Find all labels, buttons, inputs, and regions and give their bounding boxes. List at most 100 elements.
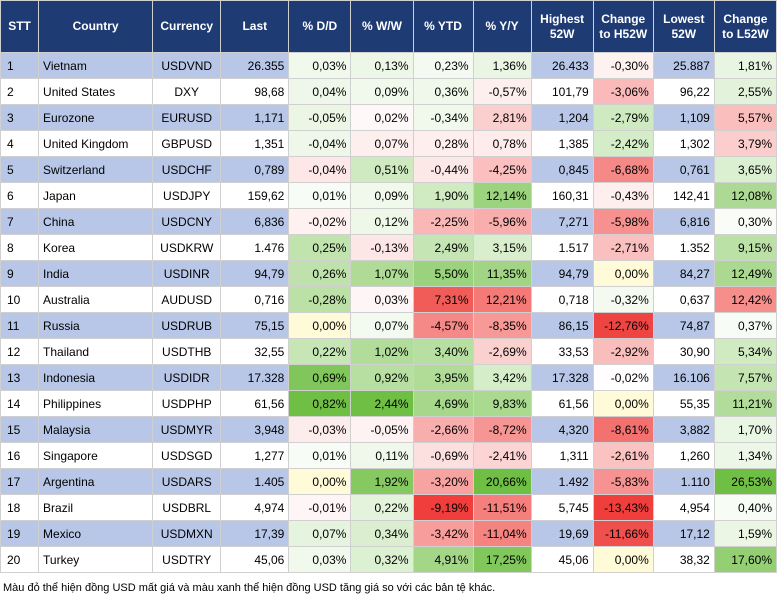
table-cell: 12,49% (713, 260, 777, 287)
table-cell: 1.110 (652, 468, 715, 495)
table-cell: 17,39 (220, 520, 290, 547)
table-cell: -0,69% (412, 442, 474, 469)
country-cell: Russia (38, 312, 154, 339)
table-cell: 0,23% (412, 52, 474, 79)
country-cell: Switzerland (38, 156, 154, 183)
column-header: % Y/Y (472, 0, 532, 53)
table-cell: -0,43% (592, 182, 654, 209)
table-cell: 0,00% (592, 390, 654, 417)
table-cell: 33,53 (530, 338, 594, 365)
table-cell: 3,65% (713, 156, 777, 183)
table-cell: -2,42% (592, 130, 654, 157)
country-cell: Philippines (38, 390, 154, 417)
table-cell: 0,25% (288, 234, 352, 261)
table-cell: 55,35 (652, 390, 715, 417)
table-cell: 26.355 (220, 52, 290, 79)
country-cell: Brazil (38, 494, 154, 521)
column-header: Currency (152, 0, 222, 53)
table-row: 5 Switzerland USDCHF 0,789 -0,04% 0,51% -0,44%… (0, 156, 777, 183)
currency-cell: DXY (152, 78, 222, 105)
column-header: % W/W (350, 0, 414, 53)
table-cell: 3,40% (412, 338, 474, 365)
column-header: Country (38, 0, 154, 53)
table-cell: 3 (0, 104, 40, 131)
footnote: Màu đỏ thể hiện đồng USD mất giá và màu … (3, 582, 496, 594)
table-cell: 0,03% (288, 546, 352, 573)
table-cell: -2,92% (592, 338, 654, 365)
table-row: 18 Brazil USDBRL 4,974 -0,01% 0,22% -9,19% -11,… (0, 494, 777, 521)
country-cell: Mexico (38, 520, 154, 547)
table-cell: 2 (0, 78, 40, 105)
table-cell: 1,34% (713, 442, 777, 469)
table-cell: 0,00% (592, 546, 654, 573)
table-cell: -2,66% (412, 416, 474, 443)
table-cell: 12,42% (713, 286, 777, 313)
table-cell: 0,22% (288, 338, 352, 365)
table-cell: 3,15% (472, 234, 532, 261)
table-cell: 74,87 (652, 312, 715, 339)
currency-cell: USDIDR (152, 364, 222, 391)
table-cell: 7,57% (713, 364, 777, 391)
table-cell: 17.328 (530, 364, 594, 391)
country-cell: Turkey (38, 546, 154, 573)
table-row: 9 India USDINR 94,79 0,26% 1,07% 5,50% 11,35% 94… (0, 260, 777, 287)
table-cell: 1,70% (713, 416, 777, 443)
table-cell: 1.405 (220, 468, 290, 495)
table-cell: 11 (0, 312, 40, 339)
table-cell: -12,76% (592, 312, 654, 339)
currency-cell: USDTRY (152, 546, 222, 573)
table-cell: 1,07% (350, 260, 414, 287)
table-cell: 45,06 (220, 546, 290, 573)
table-cell: -13,43% (592, 494, 654, 521)
country-cell: United States (38, 78, 154, 105)
table-cell: 1,92% (350, 468, 414, 495)
table-row: 7 China USDCNY 6,836 -0,02% 0,12% -2,25% -5,96%… (0, 208, 777, 235)
table-cell: 3,882 (652, 416, 715, 443)
table-cell: -8,72% (472, 416, 532, 443)
table-cell: 0,32% (350, 546, 414, 573)
table-cell: -2,79% (592, 104, 654, 131)
table-cell: 3,42% (472, 364, 532, 391)
country-cell: Malaysia (38, 416, 154, 443)
table-cell: 0,637 (652, 286, 715, 313)
table-cell: 160,31 (530, 182, 594, 209)
table-cell: 0,26% (288, 260, 352, 287)
table-cell: 5,50% (412, 260, 474, 287)
table-cell: 0,01% (288, 442, 352, 469)
table-cell: 5,34% (713, 338, 777, 365)
table-cell: 1,302 (652, 130, 715, 157)
country-cell: Australia (38, 286, 154, 313)
table-cell: 1,277 (220, 442, 290, 469)
country-cell: Thailand (38, 338, 154, 365)
table-cell: -0,02% (288, 208, 352, 235)
currency-cell: USDINR (152, 260, 222, 287)
column-header: STT (0, 0, 40, 53)
table-cell: 1,81% (713, 52, 777, 79)
table-cell: -6,68% (592, 156, 654, 183)
table-row: 8 Korea USDKRW 1.476 0,25% -0,13% 2,49% 3,15% 1.… (0, 234, 777, 261)
table-row: 20 Turkey USDTRY 45,06 0,03% 0,32% 4,91% 17,25%… (0, 546, 777, 573)
table-cell: 1,02% (350, 338, 414, 365)
table-cell: 0,01% (288, 182, 352, 209)
table-cell: 0,07% (350, 130, 414, 157)
table-cell: 0,00% (288, 468, 352, 495)
table-cell: 3,95% (412, 364, 474, 391)
table-row: 16 Singapore USDSGD 1,277 0,01% 0,11% -0,69% -2… (0, 442, 777, 469)
table-cell: 4,69% (412, 390, 474, 417)
table-cell: 4,320 (530, 416, 594, 443)
table-cell: 6 (0, 182, 40, 209)
table-cell: 45,06 (530, 546, 594, 573)
table-cell: 0,34% (350, 520, 414, 547)
table-cell: 0,36% (412, 78, 474, 105)
table-cell: 1.476 (220, 234, 290, 261)
table-cell: 19 (0, 520, 40, 547)
table-cell: 12,14% (472, 182, 532, 209)
table-row: 3 Eurozone EURUSD 1,171 -0,05% 0,02% -0,34% 2,8… (0, 104, 777, 131)
table-cell: 3,948 (220, 416, 290, 443)
table-cell: -5,98% (592, 208, 654, 235)
table-cell: 12 (0, 338, 40, 365)
table-cell: 5,745 (530, 494, 594, 521)
table-cell: -0,02% (592, 364, 654, 391)
table-row: 1 Vietnam USDVND 26.355 0,03% 0,13% 0,23% 1,36%… (0, 52, 777, 79)
table-cell: 61,56 (530, 390, 594, 417)
